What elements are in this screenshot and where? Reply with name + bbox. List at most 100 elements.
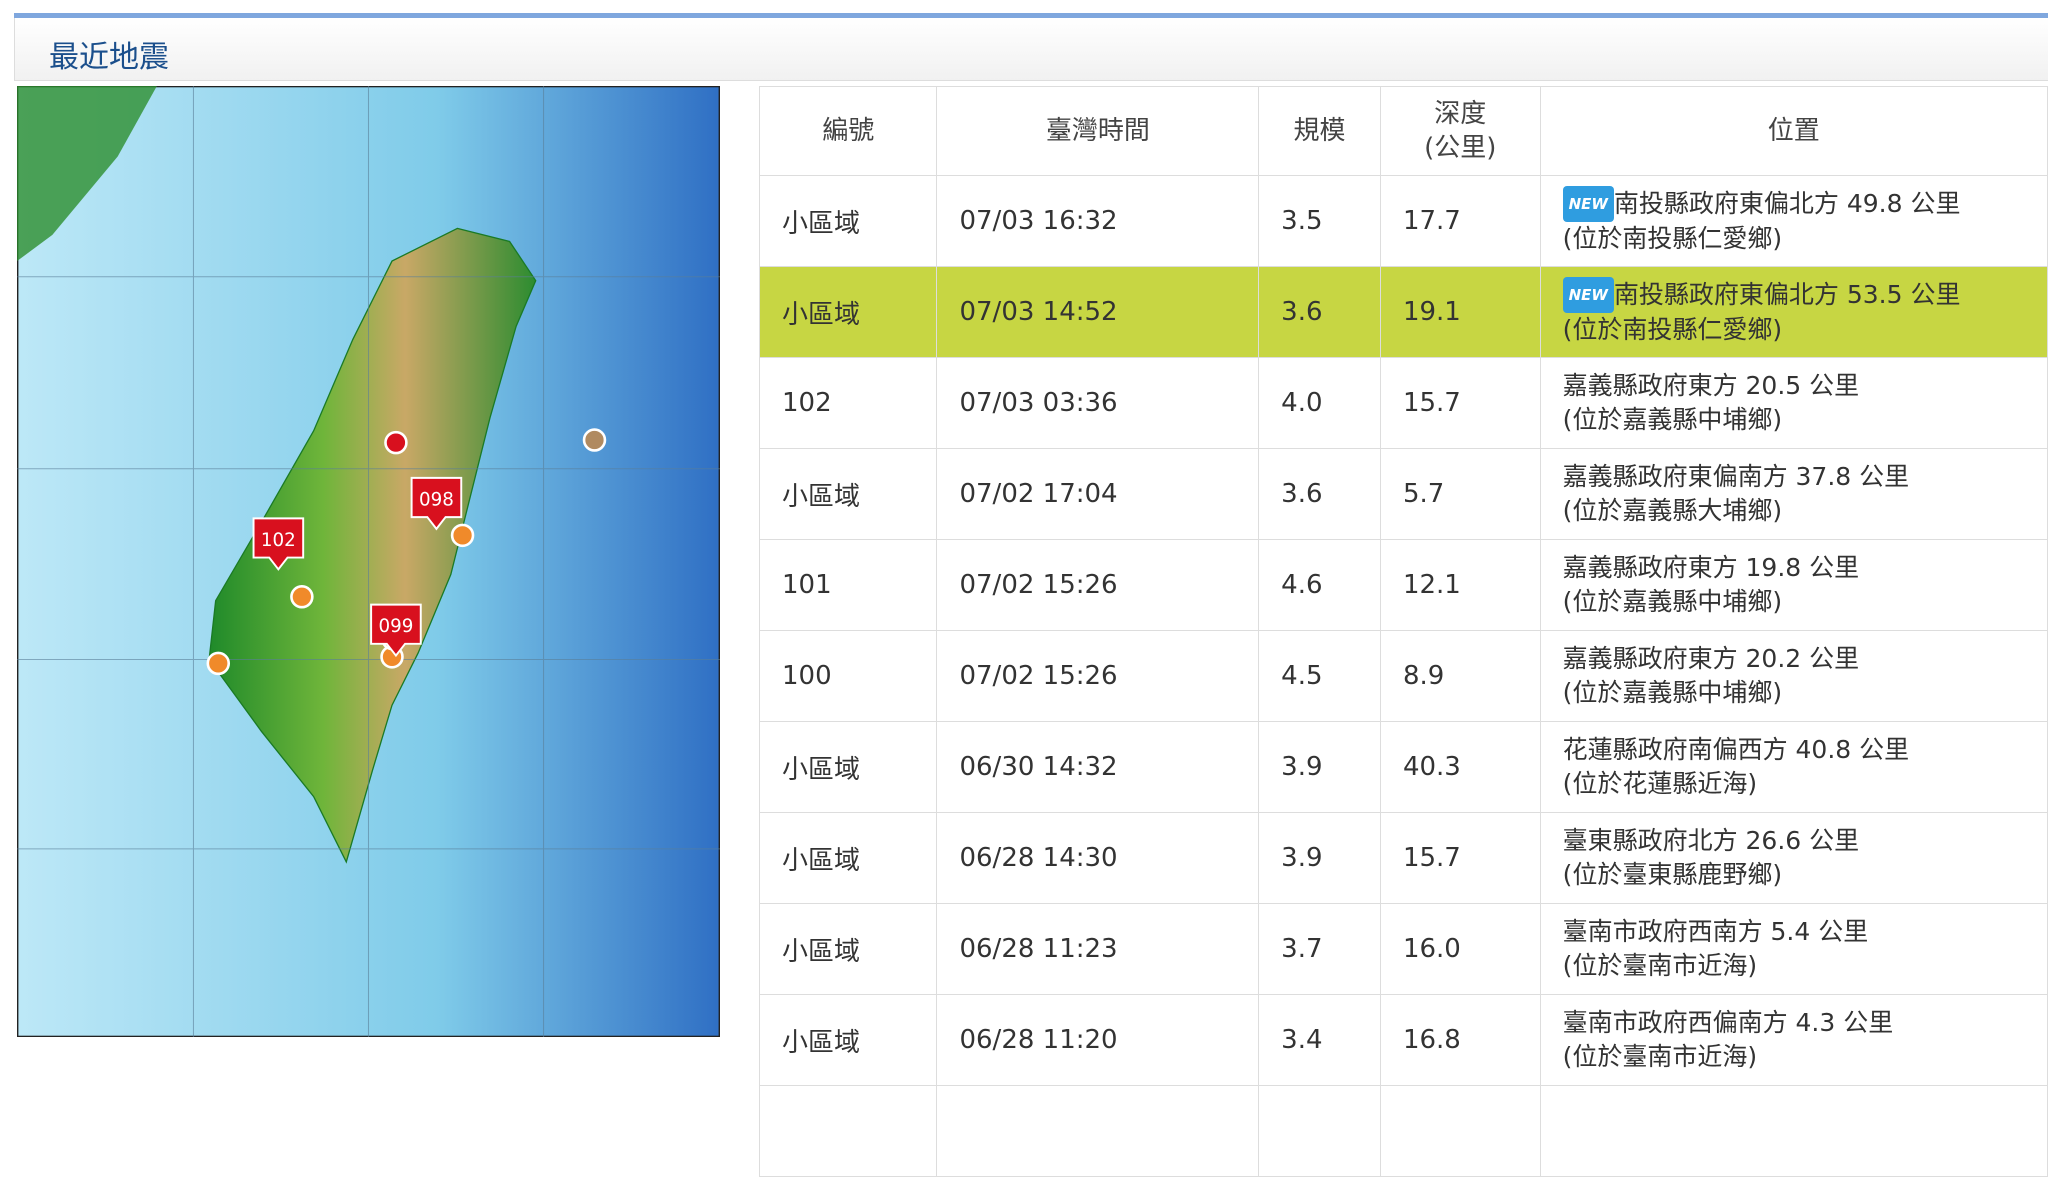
location-cell: 嘉義縣政府東偏南方 37.8 公里 (位於嘉義縣大埔鄉): [1539, 448, 2048, 540]
location-detail: (位於臺南市近海): [1562, 1042, 1758, 1071]
event-time: 07/02 15:26: [936, 539, 1260, 631]
map-marker: 102: [252, 517, 305, 571]
location: 臺東縣政府北方 26.6 公里: [1562, 826, 1860, 855]
location-cell: 嘉義縣政府東方 19.8 公里 (位於嘉義縣中埔鄉): [1539, 539, 2048, 631]
empty-cell: [936, 1085, 1260, 1177]
location: 嘉義縣政府東方 19.8 公里: [1562, 553, 1860, 582]
depth: 16.8: [1379, 994, 1541, 1086]
event-id: 102: [758, 357, 938, 449]
page: 最近地震 102 098 099 編號 臺灣時間 規模 深度 (公里) 位置 小區域 07/0…: [14, 13, 2048, 1177]
location-detail: (位於嘉義縣中埔鄉): [1562, 678, 1783, 707]
depth: 5.7: [1379, 448, 1541, 540]
empty-cell: [758, 1085, 938, 1177]
column-header: 深度 (公里): [1379, 86, 1541, 176]
location-detail: (位於嘉義縣中埔鄉): [1562, 587, 1783, 616]
magnitude: 3.4: [1258, 994, 1381, 1086]
table-row: 100 07/02 15:26 4.5 8.9 嘉義縣政府東方 20.2 公里 (位於嘉義…: [758, 630, 2048, 722]
location: 花蓮縣政府南偏西方 40.8 公里: [1562, 735, 1910, 764]
magnitude: 3.7: [1258, 903, 1381, 995]
event-time: 07/03 03:36: [936, 357, 1260, 449]
marker-label: 099: [378, 616, 413, 637]
top-bar: [14, 13, 2048, 18]
marker-label: 102: [261, 530, 296, 551]
event-time: 07/03 14:52: [936, 266, 1260, 358]
magnitude: 3.6: [1258, 448, 1381, 540]
location-cell: 臺東縣政府北方 26.6 公里 (位於臺東縣鹿野鄉): [1539, 812, 2048, 904]
table-row: 101 07/02 15:26 4.6 12.1 嘉義縣政府東方 19.8 公里 (位於嘉…: [758, 539, 2048, 631]
magnitude: 3.9: [1258, 721, 1381, 813]
depth: 8.9: [1379, 630, 1541, 722]
column-header: 編號: [758, 86, 938, 176]
event-id: 小區域: [758, 903, 938, 995]
event-id: 100: [758, 630, 938, 722]
depth: 16.0: [1379, 903, 1541, 995]
depth: 17.7: [1379, 175, 1541, 267]
event-id: 101: [758, 539, 938, 631]
location-detail: (位於嘉義縣大埔鄉): [1562, 496, 1783, 525]
table-row: 小區域 07/03 14:52 3.6 19.1 NEW 南投縣政府東偏北方 53.5 公…: [758, 266, 2048, 358]
depth: 40.3: [1379, 721, 1541, 813]
location-detail: (位於花蓮縣近海): [1562, 769, 1758, 798]
location: 臺南市政府西偏南方 4.3 公里: [1562, 1008, 1894, 1037]
magnitude: 3.6: [1258, 266, 1381, 358]
event-id: 小區域: [758, 266, 938, 358]
table-row: 小區域 07/03 16:32 3.5 17.7 NEW 南投縣政府東偏北方 49.8 公…: [758, 175, 2048, 267]
column-header: 位置: [1539, 86, 2048, 176]
magnitude: 3.9: [1258, 812, 1381, 904]
depth: 15.7: [1379, 812, 1541, 904]
location: 嘉義縣政府東偏南方 37.8 公里: [1562, 462, 1910, 491]
location: 南投縣政府東偏北方 53.5 公里: [1613, 280, 1961, 309]
magnitude: 4.5: [1258, 630, 1381, 722]
event-time: 06/28 11:23: [936, 903, 1260, 995]
marker-shape: [410, 476, 463, 531]
table-row: 102 07/03 03:36 4.0 15.7 嘉義縣政府東方 20.5 公里 (位於嘉…: [758, 357, 2048, 449]
event-id: 小區域: [758, 812, 938, 904]
event-id: 小區域: [758, 994, 938, 1086]
location: 嘉義縣政府東方 20.5 公里: [1562, 371, 1860, 400]
new-badge: NEW: [1562, 186, 1614, 222]
table-row: 小區域 06/28 11:20 3.4 16.8 臺南市政府西偏南方 4.3 公里 (位於…: [758, 994, 2048, 1086]
location-detail: (位於南投縣仁愛鄉): [1562, 224, 1783, 253]
event-time: 07/02 15:26: [936, 630, 1260, 722]
depth: 12.1: [1379, 539, 1541, 631]
table-row: 小區域 06/28 11:23 3.7 16.0 臺南市政府西南方 5.4 公里 (位於臺…: [758, 903, 2048, 995]
location-cell: 臺南市政府西南方 5.4 公里 (位於臺南市近海): [1539, 903, 2048, 995]
empty-cell: [1258, 1085, 1381, 1177]
table-row: 小區域 06/28 14:30 3.9 15.7 臺東縣政府北方 26.6 公里 (位於臺…: [758, 812, 2048, 904]
empty-cell: [1379, 1085, 1541, 1177]
location-cell: NEW 南投縣政府東偏北方 49.8 公里 (位於南投縣仁愛鄉): [1539, 175, 2048, 267]
depth: 19.1: [1379, 266, 1541, 358]
magnitude: 4.6: [1258, 539, 1381, 631]
location-detail: (位於臺南市近海): [1562, 951, 1758, 980]
location-cell: 花蓮縣政府南偏西方 40.8 公里 (位於花蓮縣近海): [1539, 721, 2048, 813]
depth: 15.7: [1379, 357, 1541, 449]
location: 嘉義縣政府東方 20.2 公里: [1562, 644, 1860, 673]
earthquake-map[interactable]: 102 098 099: [17, 86, 720, 1037]
location-detail: (位於臺東縣鹿野鄉): [1562, 860, 1783, 889]
event-id: 小區域: [758, 721, 938, 813]
location-detail: (位於南投縣仁愛鄉): [1562, 315, 1783, 344]
panel-title: 最近地震: [49, 40, 169, 75]
location: 臺南市政府西南方 5.4 公里: [1562, 917, 1869, 946]
location-cell: 臺南市政府西偏南方 4.3 公里 (位於臺南市近海): [1539, 994, 2048, 1086]
location-cell: 嘉義縣政府東方 20.2 公里 (位於嘉義縣中埔鄉): [1539, 630, 2048, 722]
event-time: 06/28 14:30: [936, 812, 1260, 904]
location-cell: 嘉義縣政府東方 20.5 公里 (位於嘉義縣中埔鄉): [1539, 357, 2048, 449]
earthquake-table: 編號 臺灣時間 規模 深度 (公里) 位置 小區域 07/03 16:32 3.5 17.7 N…: [758, 86, 2048, 1177]
location-cell: NEW 南投縣政府東偏北方 53.5 公里 (位於南投縣仁愛鄉): [1539, 266, 2048, 358]
magnitude: 4.0: [1258, 357, 1381, 449]
map-marker: 099: [370, 603, 422, 658]
event-id: 小區域: [758, 175, 938, 267]
marker-shape: [252, 517, 305, 571]
column-header: 規模: [1258, 86, 1381, 176]
event-time: 06/30 14:32: [936, 721, 1260, 813]
location-detail: (位於嘉義縣中埔鄉): [1562, 405, 1783, 434]
table-row: 小區域 07/02 17:04 3.6 5.7 嘉義縣政府東偏南方 37.8 公里 (位於…: [758, 448, 2048, 540]
event-time: 07/02 17:04: [936, 448, 1260, 540]
event-id: 小區域: [758, 448, 938, 540]
table-row: [758, 1085, 2048, 1177]
event-time: 07/03 16:32: [936, 175, 1260, 267]
map-marker: 098: [410, 476, 463, 531]
table-row: 小區域 06/30 14:32 3.9 40.3 花蓮縣政府南偏西方 40.8 公里 (位…: [758, 721, 2048, 813]
column-header: 臺灣時間: [936, 86, 1260, 176]
